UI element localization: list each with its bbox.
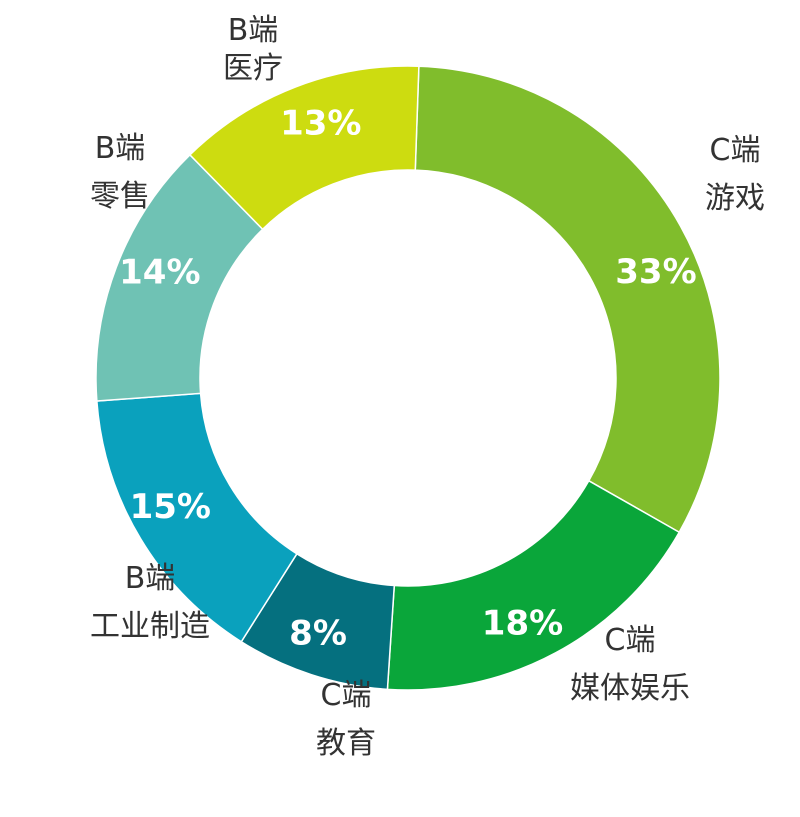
value-label-1: 18%	[482, 604, 563, 644]
category-label-line1-3: B端	[125, 561, 176, 596]
category-label-line1-1: C端	[605, 623, 656, 658]
category-label-line1-0: C端	[710, 133, 761, 168]
category-label-line2-2: 教育	[316, 726, 376, 761]
slice-5	[188, 65, 420, 231]
category-label-line2-3: 工业制造	[90, 609, 210, 644]
value-label-2: 8%	[289, 614, 347, 654]
category-label-line2-5: 医疗	[223, 51, 283, 86]
slices-group	[95, 65, 721, 691]
category-label-line1-2: C端	[321, 678, 372, 713]
category-label-line1-5: B端	[228, 13, 279, 48]
value-label-3: 15%	[130, 487, 211, 527]
category-label-line2-1: 媒体娱乐	[570, 671, 690, 706]
value-label-0: 33%	[615, 252, 696, 292]
value-label-5: 13%	[280, 103, 361, 143]
category-label-line2-0: 游戏	[705, 181, 765, 216]
slice-1	[386, 479, 681, 691]
slice-0	[414, 65, 721, 534]
value-label-4: 14%	[119, 253, 200, 293]
category-label-line1-4: B端	[95, 131, 146, 166]
value-labels-group: 33% 18% 8% 15% 14% 13%	[119, 103, 697, 653]
category-label-line2-4: 零售	[90, 179, 150, 214]
